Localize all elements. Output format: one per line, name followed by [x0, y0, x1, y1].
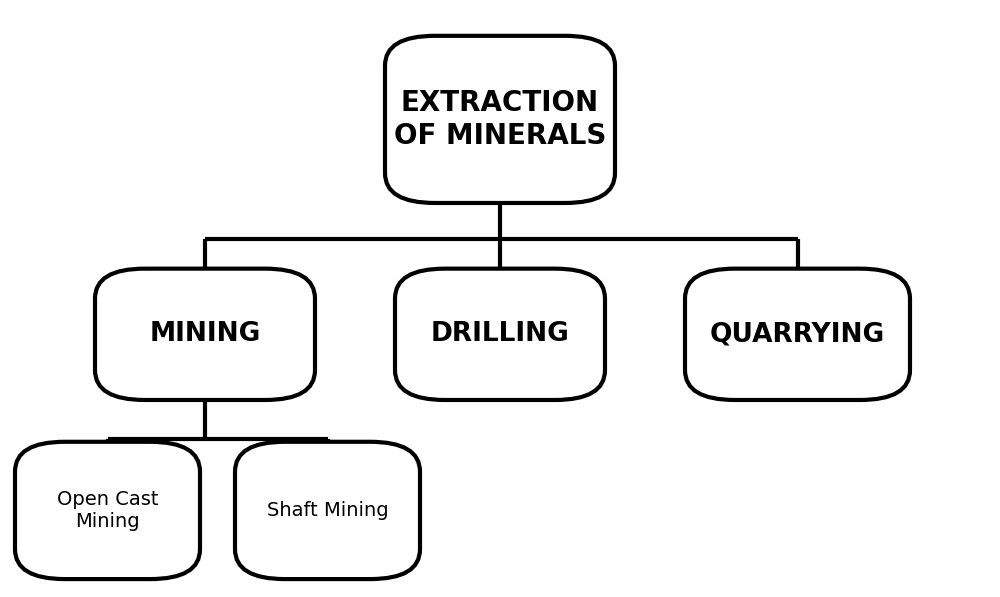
FancyBboxPatch shape — [235, 442, 420, 579]
Text: EXTRACTION
OF MINERALS: EXTRACTION OF MINERALS — [394, 89, 606, 150]
FancyBboxPatch shape — [385, 36, 615, 203]
Text: QUARRYING: QUARRYING — [710, 321, 885, 347]
Text: DRILLING: DRILLING — [431, 321, 569, 347]
FancyBboxPatch shape — [15, 442, 200, 579]
Text: MINING: MINING — [149, 321, 261, 347]
Text: Shaft Mining: Shaft Mining — [267, 501, 388, 520]
FancyBboxPatch shape — [685, 269, 910, 400]
FancyBboxPatch shape — [95, 269, 315, 400]
FancyBboxPatch shape — [395, 269, 605, 400]
Text: Open Cast
Mining: Open Cast Mining — [57, 490, 158, 531]
